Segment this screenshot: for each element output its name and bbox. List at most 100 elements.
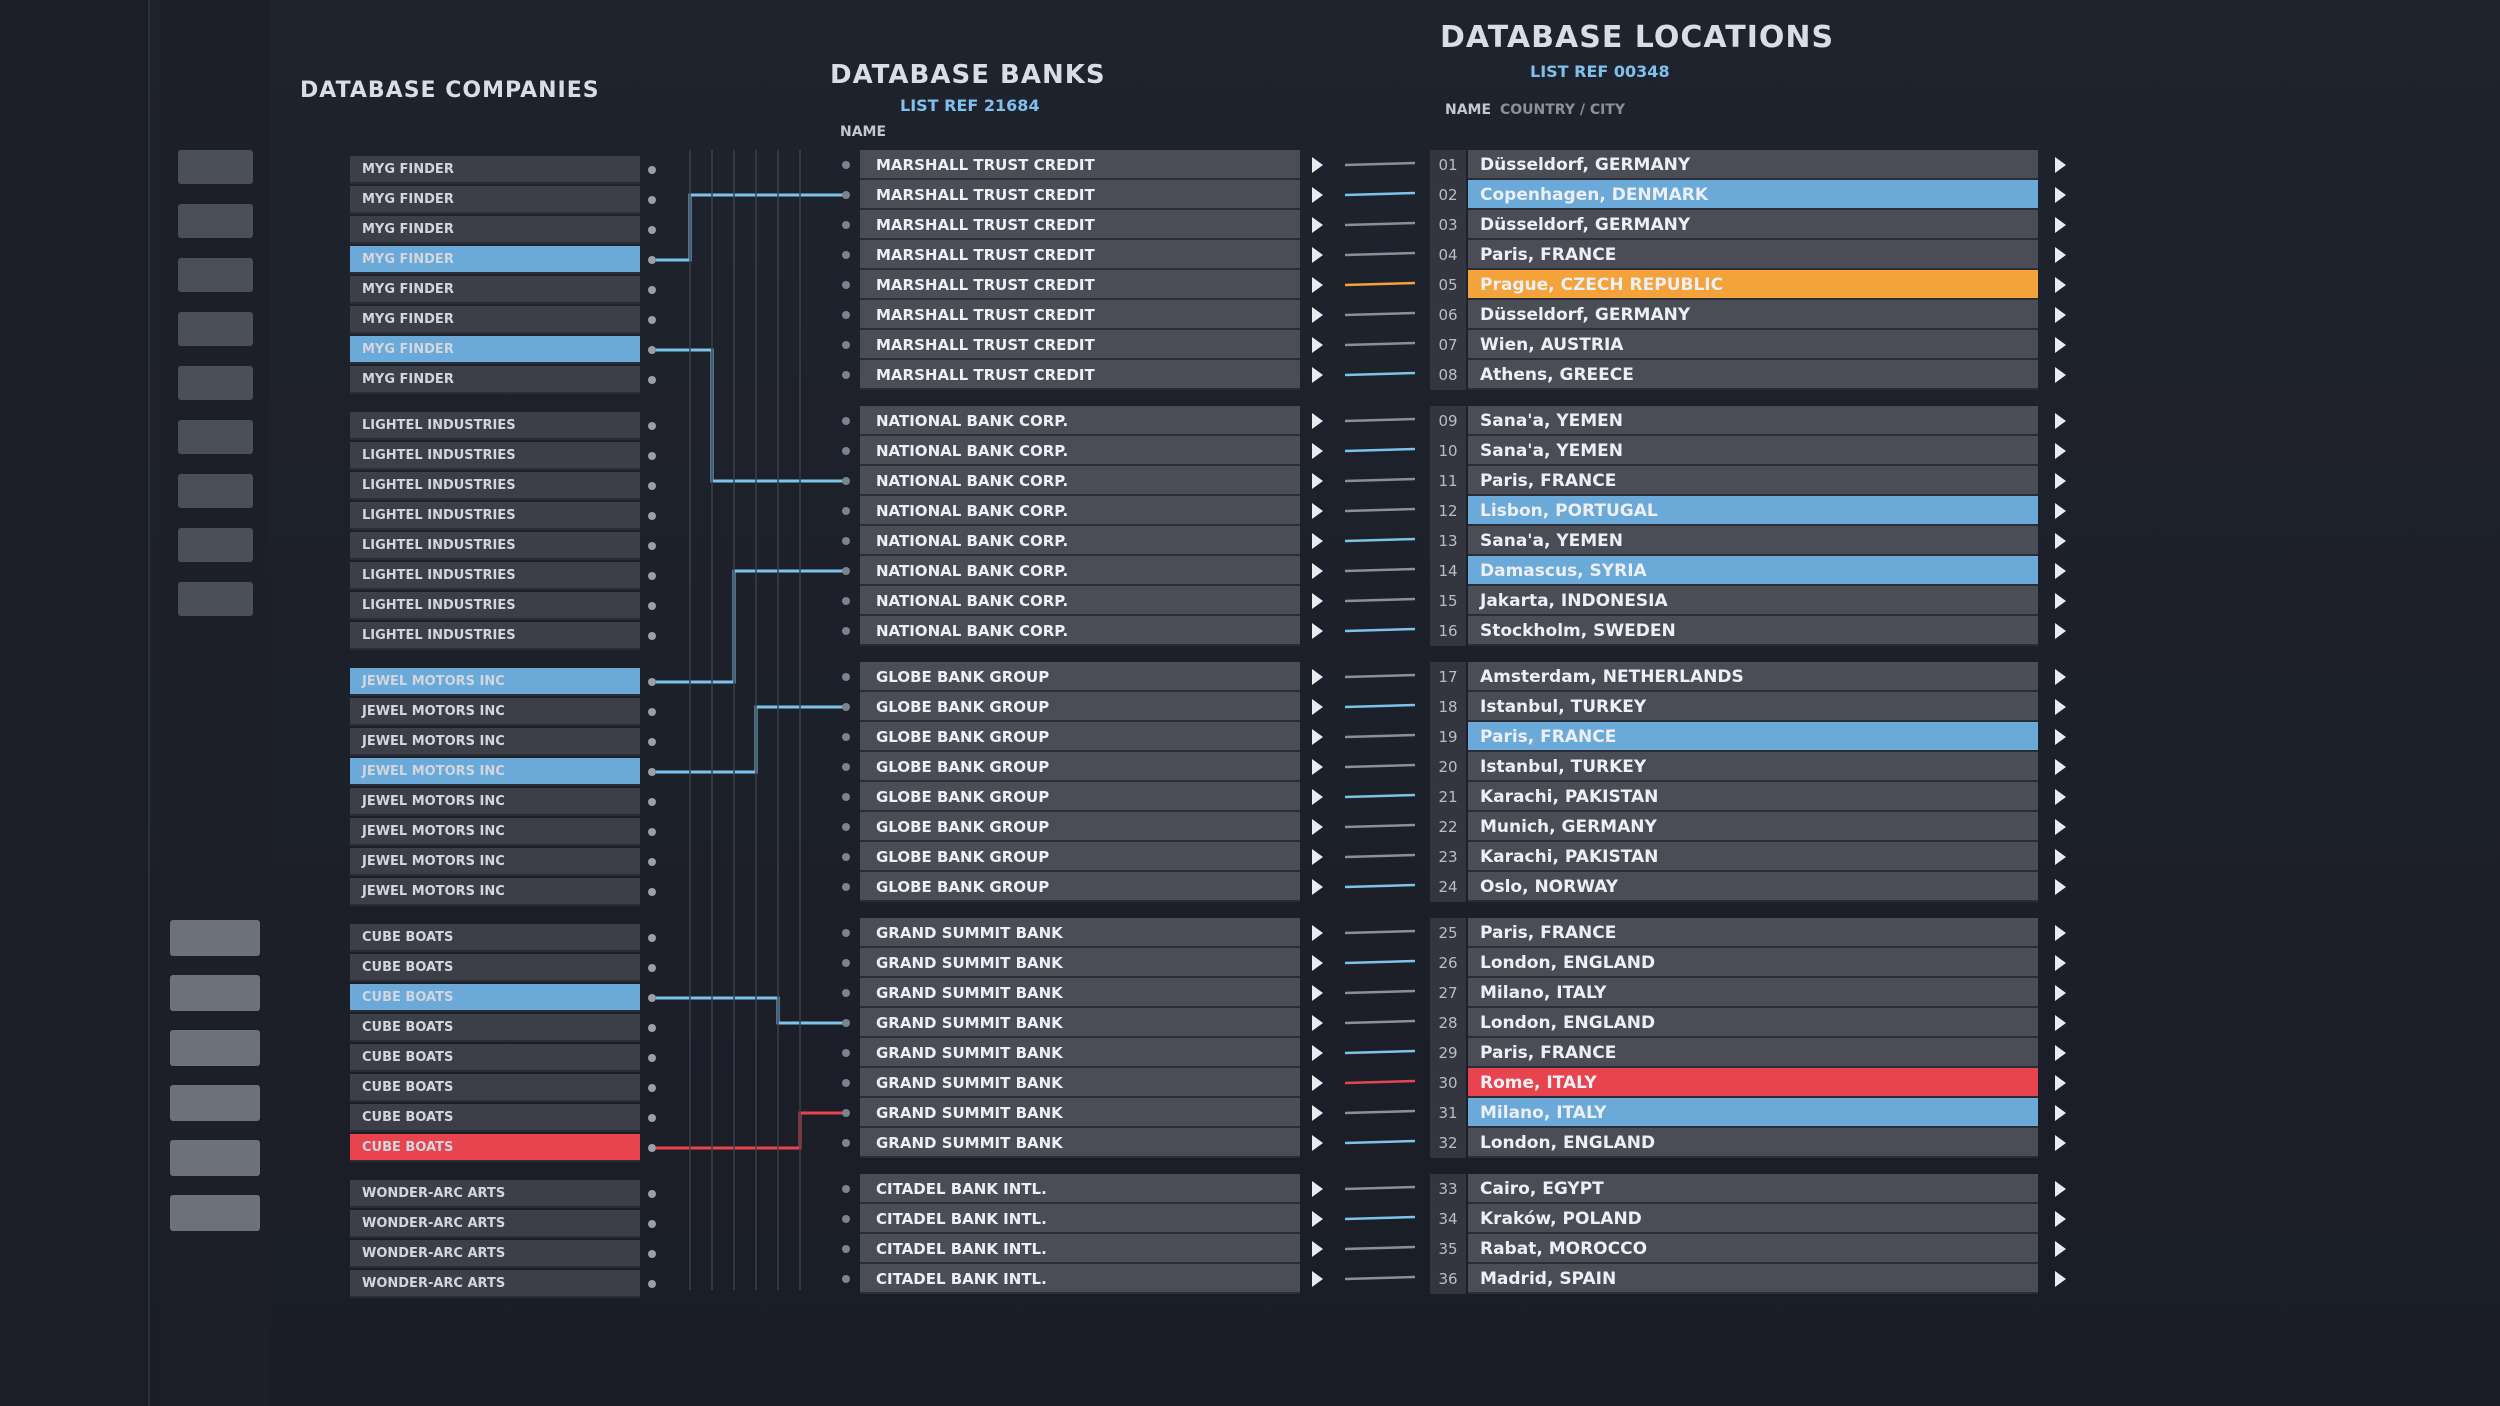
row-arrow[interactable] [2055,789,2066,805]
row-arrow[interactable] [2055,413,2066,429]
bank-row: MARSHALL TRUST CREDIT [860,270,1300,300]
row-arrow[interactable] [1312,307,1323,323]
nav-button[interactable] [178,582,253,616]
bank-row: GLOBE BANK GROUP [860,782,1300,812]
row-arrow[interactable] [2055,473,2066,489]
row-arrow[interactable] [2055,1181,2066,1197]
row-arrow[interactable] [1312,729,1323,745]
location-row: Kraków, POLAND [1468,1204,2038,1234]
row-arrow[interactable] [1312,413,1323,429]
connector-line [1344,883,1416,889]
row-arrow[interactable] [2055,623,2066,639]
nav-button[interactable] [178,312,253,346]
row-arrow[interactable] [1312,849,1323,865]
row-arrow[interactable] [1312,473,1323,489]
row-arrow[interactable] [1312,669,1323,685]
row-arrow[interactable] [2055,307,2066,323]
row-arrow[interactable] [2055,1105,2066,1121]
row-arrow[interactable] [2055,337,2066,353]
row-arrow[interactable] [2055,503,2066,519]
row-arrow[interactable] [2055,1045,2066,1061]
row-arrow[interactable] [1312,789,1323,805]
row-arrow[interactable] [2055,669,2066,685]
row-arrow[interactable] [1312,819,1323,835]
location-number: 33 [1430,1174,1466,1204]
row-arrow[interactable] [1312,1045,1323,1061]
row-arrow[interactable] [1312,337,1323,353]
nav-button[interactable] [178,528,253,562]
row-arrow[interactable] [2055,593,2066,609]
company-row: CUBE BOATS [350,1134,640,1162]
action-button[interactable] [170,920,260,956]
row-arrow[interactable] [1312,879,1323,895]
row-arrow[interactable] [1312,955,1323,971]
row-arrow[interactable] [2055,985,2066,1001]
row-arrow[interactable] [2055,955,2066,971]
row-arrow[interactable] [2055,443,2066,459]
row-arrow[interactable] [2055,187,2066,203]
nav-button[interactable] [178,366,253,400]
row-arrow[interactable] [1312,1271,1323,1287]
row-arrow[interactable] [2055,925,2066,941]
row-arrow[interactable] [1312,985,1323,1001]
row-arrow[interactable] [2055,819,2066,835]
row-arrow[interactable] [1312,1241,1323,1257]
row-arrow[interactable] [1312,1075,1323,1091]
row-arrow[interactable] [2055,1271,2066,1287]
row-arrow[interactable] [1312,367,1323,383]
row-arrow[interactable] [1312,503,1323,519]
action-button[interactable] [170,1140,260,1176]
location-number: 31 [1430,1098,1466,1128]
row-arrow[interactable] [1312,277,1323,293]
row-arrow[interactable] [1312,1105,1323,1121]
row-arrow[interactable] [2055,277,2066,293]
company-row: LIGHTEL INDUSTRIES [350,622,640,650]
row-arrow[interactable] [1312,759,1323,775]
row-arrow[interactable] [1312,247,1323,263]
row-arrow[interactable] [1312,187,1323,203]
nav-button[interactable] [178,258,253,292]
row-arrow[interactable] [2055,1211,2066,1227]
company-row: MYG FINDER [350,366,640,394]
connector-line [1344,627,1416,633]
row-arrow[interactable] [1312,1181,1323,1197]
row-arrow[interactable] [2055,1135,2066,1151]
action-button[interactable] [170,1195,260,1231]
row-arrow[interactable] [1312,563,1323,579]
row-arrow[interactable] [1312,443,1323,459]
row-arrow[interactable] [2055,729,2066,745]
row-arrow[interactable] [2055,1241,2066,1257]
row-arrow[interactable] [1312,217,1323,233]
action-button[interactable] [170,1030,260,1066]
nav-button[interactable] [178,204,253,238]
row-arrow[interactable] [2055,849,2066,865]
nav-button[interactable] [178,150,253,184]
row-arrow[interactable] [2055,879,2066,895]
row-arrow[interactable] [2055,533,2066,549]
row-arrow[interactable] [2055,1015,2066,1031]
action-button[interactable] [170,975,260,1011]
row-arrow[interactable] [1312,1211,1323,1227]
row-arrow[interactable] [1312,699,1323,715]
bank-row: GLOBE BANK GROUP [860,842,1300,872]
nav-button[interactable] [178,474,253,508]
action-button[interactable] [170,1085,260,1121]
nav-button[interactable] [178,420,253,454]
row-arrow[interactable] [2055,157,2066,173]
row-arrow[interactable] [2055,1075,2066,1091]
row-arrow[interactable] [1312,1015,1323,1031]
row-arrow[interactable] [1312,157,1323,173]
row-arrow[interactable] [2055,563,2066,579]
row-arrow[interactable] [2055,367,2066,383]
row-arrow[interactable] [2055,759,2066,775]
row-arrow[interactable] [1312,1135,1323,1151]
row-arrow[interactable] [1312,593,1323,609]
row-arrow[interactable] [1312,533,1323,549]
row-arrow[interactable] [2055,247,2066,263]
row-arrow[interactable] [1312,623,1323,639]
row-arrow[interactable] [2055,699,2066,715]
row-arrow[interactable] [1312,925,1323,941]
location-number: 30 [1430,1068,1466,1098]
location-row: Prague, CZECH REPUBLIC [1468,270,2038,300]
row-arrow[interactable] [2055,217,2066,233]
